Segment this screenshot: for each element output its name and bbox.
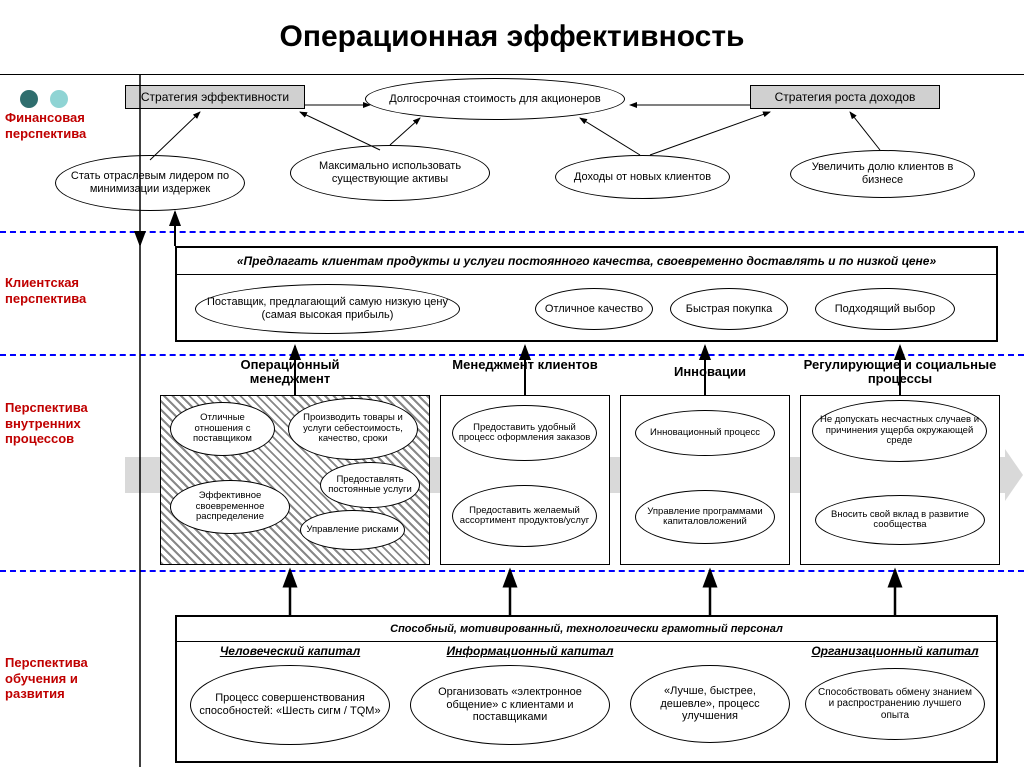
learn-e4: Способствовать обмену знанием и распрост… bbox=[805, 668, 985, 740]
proc2-e2: Предоставить желаемый ассортимент продук… bbox=[452, 485, 597, 547]
divider-2 bbox=[0, 354, 1024, 356]
learn-hdr-2: Информационный капитал bbox=[430, 644, 630, 658]
cust-ellipse-3: Быстрая покупка bbox=[670, 288, 788, 330]
learning-banner: Способный, мотивированный, технологическ… bbox=[177, 617, 996, 642]
learn-hdr-1: Человеческий капитал bbox=[200, 644, 380, 658]
fin-ellipse-1: Стать отраслевым лидером по минимизации … bbox=[55, 155, 245, 211]
proc-header-1: Операционный менеджмент bbox=[200, 358, 380, 387]
fin-ellipse-2: Максимально использовать существующие ак… bbox=[290, 145, 490, 201]
longterm-value-ellipse: Долгосрочная стоимость для акционеров bbox=[365, 78, 625, 120]
learn-hdr-4: Организационный капитал bbox=[800, 644, 990, 658]
proc3-e2: Управление программами капиталовложений bbox=[635, 490, 775, 544]
divider-1 bbox=[0, 231, 1024, 233]
label-internal: Перспектива внутренних процессов bbox=[5, 400, 115, 447]
dot-1 bbox=[20, 90, 38, 108]
proc1-e2: Производить товары и услуги себестоимост… bbox=[288, 398, 418, 460]
cust-ellipse-4: Подходящий выбор bbox=[815, 288, 955, 330]
proc1-e3: Эффективное своевременное распределение bbox=[170, 480, 290, 534]
proc1-e4: Управление рисками bbox=[300, 510, 405, 550]
learn-e1: Процесс совершенствования способностей: … bbox=[190, 665, 390, 745]
proc-header-2: Менеджмент клиентов bbox=[450, 358, 600, 372]
proc1-e1: Отличные отношения с поставщиком bbox=[170, 402, 275, 456]
fin-ellipse-3: Доходы от новых клиентов bbox=[555, 155, 730, 199]
top-line bbox=[0, 74, 1024, 75]
label-financial: Финансовая перспектива bbox=[5, 110, 115, 141]
proc4-e1: Не допускать несчастных случаев и причин… bbox=[812, 400, 987, 462]
divider-3 bbox=[0, 570, 1024, 572]
proc-header-4: Регулирующие и социальные процессы bbox=[800, 358, 1000, 387]
learn-e3: «Лучше, быстрее, дешевле», процесс улучш… bbox=[630, 665, 790, 743]
proc1-e5: Предоставлять постоянные услуги bbox=[320, 462, 420, 508]
label-customer: Клиентская перспектива bbox=[5, 275, 115, 306]
proc4-e2: Вносить свой вклад в развитие сообщества bbox=[815, 495, 985, 545]
cust-ellipse-1: Поставщик, предлагающий самую низкую цен… bbox=[195, 284, 460, 334]
proc3-e1: Инновационный процесс bbox=[635, 410, 775, 456]
learn-e2: Организовать «электронное общение» с кли… bbox=[410, 665, 610, 745]
dot-2 bbox=[50, 90, 68, 108]
strategy-growth-box: Стратегия роста доходов bbox=[750, 85, 940, 109]
label-learning: Перспектива обучения и развития bbox=[5, 655, 115, 702]
customer-banner: «Предлагать клиентам продукты и услуги п… bbox=[177, 248, 996, 275]
proc2-e1: Предоставить удобный процесс оформления … bbox=[452, 405, 597, 461]
proc-header-3: Инновации bbox=[640, 365, 780, 379]
page-title: Операционная эффективность bbox=[0, 20, 1024, 54]
cust-ellipse-2: Отличное качество bbox=[535, 288, 653, 330]
strategy-efficiency-box: Стратегия эффективности bbox=[125, 85, 305, 109]
fin-ellipse-4: Увеличить долю клиентов в бизнесе bbox=[790, 150, 975, 198]
